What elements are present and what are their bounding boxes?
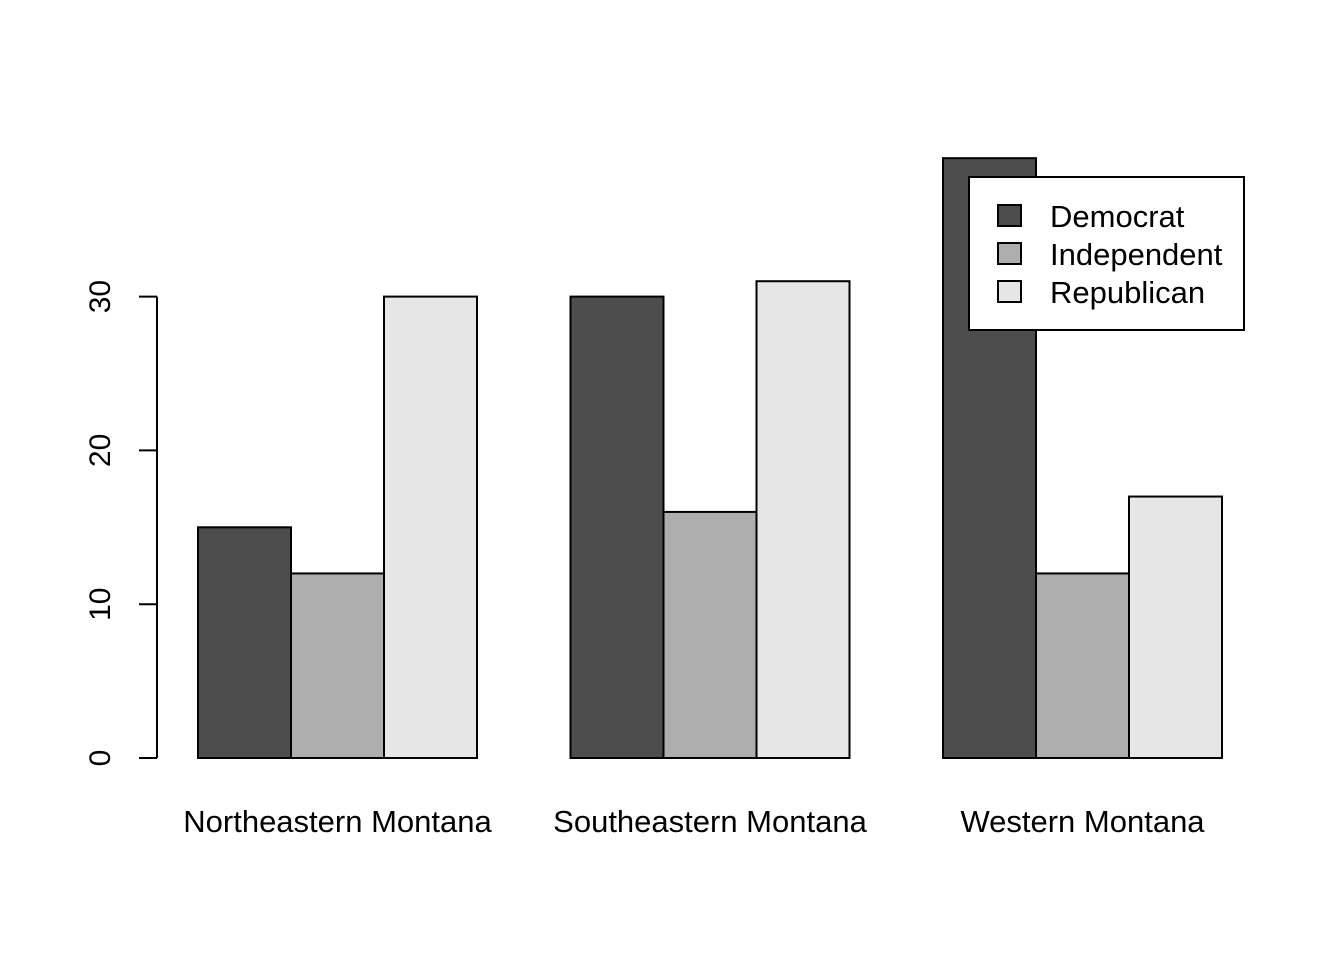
legend-swatch-democrat [997, 204, 1022, 227]
y-tick-label: 20 [84, 434, 117, 467]
legend-label-independent: Independent [1050, 237, 1223, 272]
legend-label-democrat: Democrat [1050, 199, 1185, 234]
category-labels: Northeastern Montana Southeastern Montana… [183, 804, 1205, 839]
bar-independent-1 [290, 572, 385, 759]
y-tick-label: 0 [84, 750, 117, 767]
bar-republican-3 [1128, 495, 1223, 759]
legend-label-republican: Republican [1050, 275, 1205, 310]
bar-independent-2 [662, 510, 758, 760]
category-label: Western Montana [960, 804, 1205, 839]
y-tick-label: 10 [84, 588, 117, 621]
legend-swatch-republican [997, 280, 1022, 303]
legend-swatch-independent [997, 242, 1022, 265]
bar-independent-3 [1035, 572, 1130, 759]
bar-democrat-1 [197, 526, 292, 759]
category-label: Southeastern Montana [553, 804, 867, 839]
bar-democrat-2 [569, 295, 665, 759]
bar-republican-2 [755, 280, 851, 759]
y-axis: 0 10 20 30 [84, 280, 158, 767]
bar-republican-1 [383, 295, 478, 759]
category-label: Northeastern Montana [183, 804, 492, 839]
bars-layer [197, 157, 1223, 760]
y-tick-label: 30 [84, 280, 117, 313]
